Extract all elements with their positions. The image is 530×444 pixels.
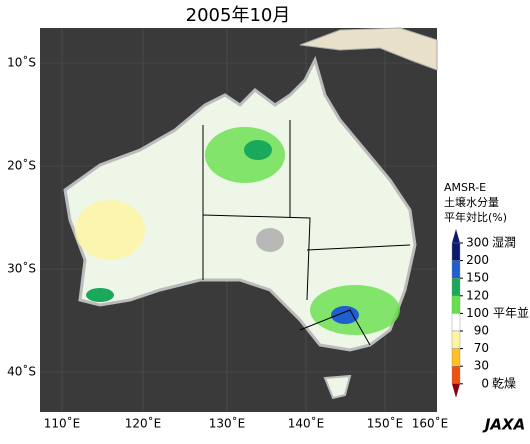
colorbar-label: 90: [474, 324, 489, 338]
colorbar-segment: [451, 330, 461, 349]
normal-label: 平年並: [493, 306, 529, 320]
lon-label: 140˚E: [288, 416, 325, 431]
legend: AMSR-E土壌水分量平年対比(%)3002001501201009070300…: [444, 181, 529, 398]
colorbar-arrow: [452, 229, 460, 243]
colorbar-segment: [451, 295, 461, 314]
colorbar-arrow: [452, 383, 460, 398]
colorbar-segment: [451, 242, 461, 261]
colorbar-label: 30: [474, 359, 489, 373]
colorbar-label: 120: [466, 288, 489, 302]
lon-label: 150˚E: [367, 416, 404, 431]
tasmania: [323, 374, 352, 400]
lat-label: 30˚S: [7, 261, 36, 276]
lon-label: 160˚E: [412, 416, 449, 431]
lat-label: 10˚S: [7, 55, 36, 70]
colorbar-label: 300: [466, 236, 489, 250]
australia: [63, 55, 417, 352]
title: 2005年10月: [186, 5, 291, 26]
colorbar-label: 70: [474, 341, 489, 355]
lat-label: 20˚S: [7, 158, 36, 173]
lon-label: 130˚E: [209, 416, 246, 431]
colorbar-label: 0: [481, 376, 489, 390]
colorbar-label: 100: [466, 306, 489, 320]
legend-title: 土壌水分量: [444, 196, 499, 209]
colorbar-segment: [451, 348, 461, 367]
colorbar-segment: [451, 260, 461, 279]
logo: JAXA: [482, 416, 525, 434]
latitude-labels: 10˚S 20˚S 30˚S 40˚S: [7, 55, 36, 379]
wet-label: 湿潤: [492, 235, 516, 250]
state-borders: [202, 120, 411, 346]
colorbar-label: 150: [466, 271, 489, 285]
legend-title: 平年対比(%): [444, 210, 507, 224]
new-guinea: [299, 27, 438, 71]
lon-label: 120˚E: [125, 416, 162, 431]
legend-title: AMSR-E: [444, 181, 486, 194]
lon-label: 110˚E: [44, 416, 81, 431]
dry-label: 乾燥: [492, 376, 516, 390]
colorbar-segment: [451, 278, 461, 297]
colorbar-segment: [451, 366, 461, 385]
lat-label: 40˚S: [7, 364, 36, 379]
colorbar-segment: [451, 313, 461, 332]
colorbar-label: 200: [466, 253, 489, 267]
longitude-labels: 110˚E 120˚E 130˚E 140˚E 150˚E 160˚E: [44, 416, 449, 431]
soil-moisture-patches: [75, 127, 400, 335]
